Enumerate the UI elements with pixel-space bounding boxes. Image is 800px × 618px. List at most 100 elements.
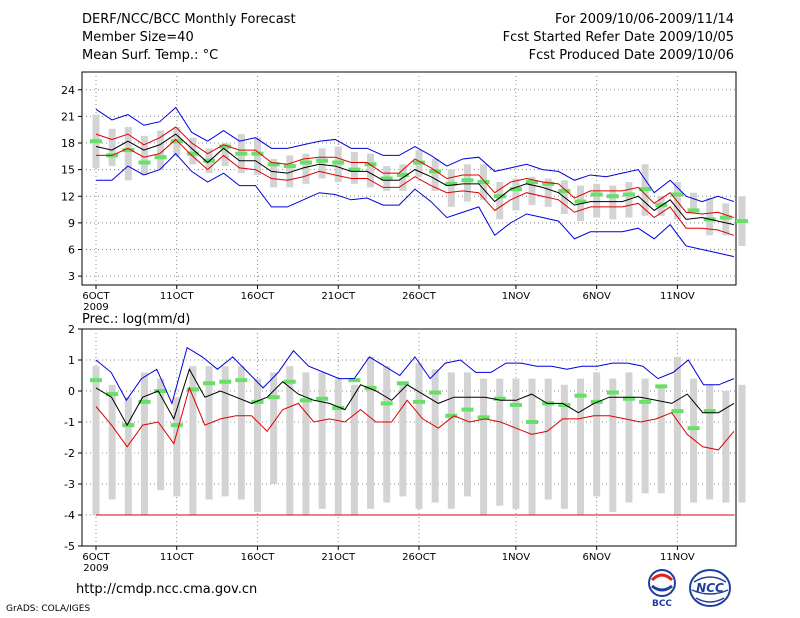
box-bar: [447, 372, 455, 509]
median-mark: [542, 181, 555, 186]
box-bar: [544, 378, 552, 500]
median-mark: [655, 384, 668, 389]
median-mark: [170, 139, 183, 144]
box-bar: [512, 378, 520, 509]
box-bar: [140, 135, 148, 175]
box-bar: [302, 153, 310, 184]
box-bar: [221, 143, 229, 167]
median-mark: [219, 144, 232, 149]
box-bar: [221, 366, 229, 497]
box-bar: [367, 153, 375, 188]
bcc-logo-wave: [651, 584, 673, 592]
median-mark: [606, 194, 619, 199]
x-tick-label: 16OCT: [241, 552, 276, 563]
x-tick-label: 11OCT: [160, 552, 195, 563]
box-bar: [463, 164, 471, 202]
box-bar: [690, 192, 698, 213]
y-tick-label: 2: [68, 323, 75, 336]
median-mark: [380, 401, 393, 406]
box-bar: [496, 182, 504, 220]
median-mark: [413, 399, 425, 404]
median-mark: [203, 381, 216, 386]
box-bar: [673, 356, 681, 515]
box-bar: [108, 384, 116, 500]
median-mark: [639, 399, 652, 404]
x-tick-label: 16OCT: [241, 291, 276, 302]
series-line-upper: [95, 346, 735, 405]
median-mark: [283, 379, 296, 384]
box-bar: [706, 198, 714, 236]
source-url[interactable]: http://cmdp.ncc.cma.gov.cn: [76, 582, 258, 597]
y-tick-label: 1: [68, 354, 75, 367]
series-line-lowest: [96, 152, 735, 258]
median-mark: [170, 423, 183, 428]
box-bar: [108, 128, 116, 167]
median-mark: [348, 378, 361, 383]
box-bar: [609, 378, 617, 512]
series-line-mean: [95, 368, 735, 427]
box-bar: [205, 366, 213, 500]
box-bar: [431, 369, 439, 503]
box-bar: [593, 372, 601, 497]
box-bar: [318, 148, 326, 179]
box-bar: [124, 397, 132, 515]
median-mark: [639, 187, 652, 192]
median-mark: [736, 219, 748, 224]
median-mark: [348, 167, 361, 172]
median-mark: [413, 160, 425, 165]
x-tick-label: 6NOV: [582, 552, 611, 563]
forecast-period: For 2009/10/06-2009/11/14: [555, 12, 734, 27]
start-date: Fcst Started Refer Date 2009/10/05: [502, 30, 734, 45]
x-tick-label: 6OCT: [82, 291, 110, 302]
variable-label: Mean Surf. Temp.: °C: [82, 48, 219, 63]
y-tick-label: 21: [61, 110, 75, 123]
median-mark: [154, 155, 167, 160]
series-line-lower: [96, 138, 735, 236]
median-mark: [461, 178, 474, 183]
y-tick-label: 24: [61, 84, 75, 97]
median-mark: [526, 180, 539, 185]
box-bar: [254, 378, 261, 512]
box-bar: [673, 182, 681, 220]
median-mark: [687, 426, 700, 431]
median-mark: [445, 413, 458, 418]
produced-date: Fcst Produced Date 2009/10/06: [528, 48, 734, 63]
ncc-logo-text: NCC: [696, 581, 724, 595]
median-mark: [251, 399, 264, 404]
box-bar: [302, 372, 310, 515]
box-bar: [496, 378, 504, 506]
median-mark: [90, 378, 102, 383]
box-bar: [528, 378, 536, 515]
box-bar: [286, 366, 294, 515]
median-mark: [267, 395, 280, 400]
median-mark: [316, 158, 329, 163]
median-mark: [477, 180, 490, 185]
box-bar: [286, 155, 294, 188]
median-mark: [574, 199, 587, 204]
median-mark: [299, 160, 312, 165]
bcc-logo-text: BCC: [652, 599, 672, 608]
box-bar: [577, 378, 584, 515]
grads-credit: GrADS: COLA/IGES: [6, 604, 91, 614]
median-mark: [106, 392, 119, 397]
median-mark: [138, 399, 151, 404]
median-mark: [219, 379, 232, 384]
x-tick-label: 21OCT: [321, 291, 356, 302]
median-mark: [138, 160, 151, 165]
chart-panel-0: 3 6 9 12 15 18 21 24 6OCT 11OCT 16OCT 21OCT 26OCT 1NO…: [61, 71, 748, 313]
median-mark: [445, 181, 458, 186]
median-mark: [186, 387, 199, 392]
median-mark: [251, 151, 264, 156]
box-bar: [431, 158, 439, 191]
bcc-logo: BCC: [648, 569, 676, 608]
y-tick-label: -5: [64, 540, 75, 553]
median-mark: [671, 192, 684, 197]
median-mark: [283, 164, 296, 169]
median-mark: [380, 176, 393, 181]
ncc-logo-globe: [691, 576, 729, 603]
median-mark: [509, 402, 522, 407]
median-mark: [671, 409, 684, 414]
median-mark: [590, 192, 603, 197]
box-bar: [334, 378, 342, 515]
